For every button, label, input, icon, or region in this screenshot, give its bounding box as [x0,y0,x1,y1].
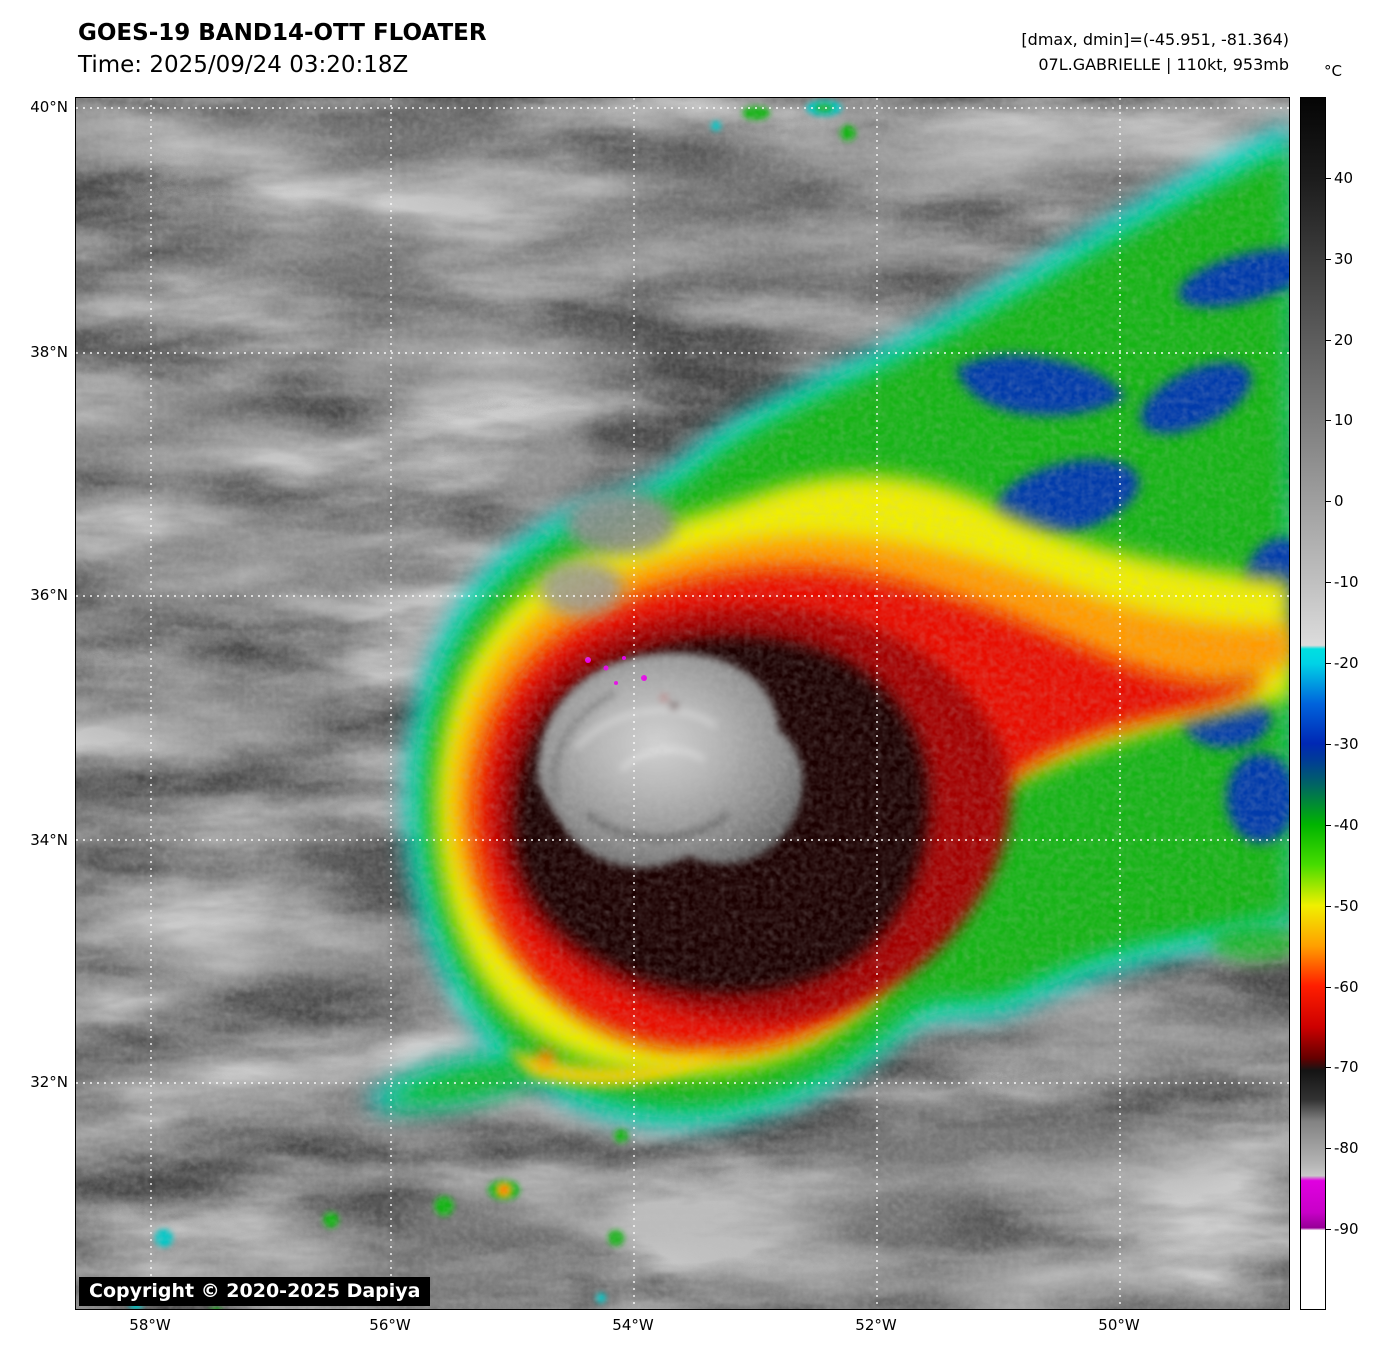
copyright-badge: Copyright © 2020-2025 Dapiya [79,1277,431,1306]
longitude-axis: 58°W 56°W 54°W 52°W 50°W [0,1316,1389,1346]
lon-label: 52°W [855,1316,897,1334]
colorbar-tick-label: 30 [1334,249,1354,268]
colorbar-tick-label: -70 [1334,1058,1359,1077]
storm-id-intensity: 07L.GABRIELLE | 110kt, 953mb [1038,54,1289,74]
colorbar-tick-mark [1326,1229,1331,1231]
image-timestamp: Time: 2025/09/24 03:20:18Z [78,52,409,78]
dmax-dmin-readout: [dmax, dmin]=(-45.951, -81.364) [1021,30,1289,49]
colorbar-tick-mark [1326,824,1331,826]
satellite-map-frame: Copyright © 2020-2025 Dapiya [75,97,1290,1310]
storm-info-block: [dmax, dmin]=(-45.951, -81.364) 07L.GABR… [1021,28,1289,78]
lat-label: 38°N [30,343,68,361]
colorbar-tick-mark [1326,663,1331,665]
lon-label: 58°W [129,1316,171,1334]
satellite-image [76,98,1289,1309]
colorbar-tick-mark [1326,177,1331,179]
colorbar-tick-label: 0 [1334,492,1344,511]
colorbar-tick-label: -20 [1334,654,1359,673]
colorbar-tick-label: -10 [1334,573,1359,592]
temperature-colorbar [1300,97,1326,1310]
colorbar-tick-label: -80 [1334,1139,1359,1158]
lat-label: 32°N [30,1073,68,1091]
colorbar-tick-label: 20 [1334,330,1354,349]
lat-label: 36°N [30,586,68,604]
colorbar-tick-mark [1326,905,1331,907]
latitude-axis: 40°N 38°N 36°N 34°N 32°N [0,0,68,1359]
colorbar-tick-mark [1326,501,1331,503]
colorbar-tick-mark [1326,582,1331,584]
sensor-grain-overlay [76,98,1289,1309]
colorbar-tick-mark [1326,339,1331,341]
lat-label: 40°N [30,98,68,116]
colorbar-tick-mark [1326,743,1331,745]
colorbar-tick-label: -30 [1334,734,1359,753]
colorbar-tick-labels: 40 30 20 10 0 -10 -20 -30 -40 -50 -60 -70 -80 -90 [1300,0,1380,1359]
lon-label: 50°W [1098,1316,1140,1334]
colorbar-tick-mark [1326,1067,1331,1069]
colorbar-unit-label: °C [1324,62,1342,80]
product-title: GOES-19 BAND14-OTT FLOATER [78,20,487,46]
colorbar-tick-label: -60 [1334,977,1359,996]
colorbar-tick-mark [1326,420,1331,422]
colorbar-tick-label: 40 [1334,168,1354,187]
colorbar-tick-label: -40 [1334,815,1359,834]
colorbar-tick-label: -90 [1334,1220,1359,1239]
lon-label: 56°W [369,1316,411,1334]
lon-label: 54°W [612,1316,654,1334]
lat-label: 34°N [30,831,68,849]
colorbar-tick-mark [1326,258,1331,260]
colorbar-tick-label: 10 [1334,411,1354,430]
colorbar-tick-mark [1326,1148,1331,1150]
colorbar-tick-mark [1326,986,1331,988]
colorbar-tick-label: -50 [1334,896,1359,915]
